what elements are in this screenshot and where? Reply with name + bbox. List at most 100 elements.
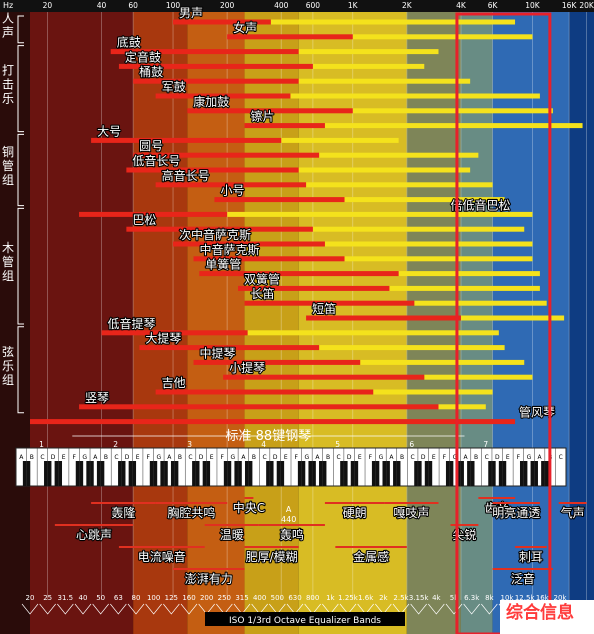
piano-key-letter: A (389, 454, 394, 461)
fundamental-range-bar (187, 108, 353, 114)
characteristic-range (384, 502, 439, 504)
instrument-label: 中音萨克斯 (200, 242, 260, 257)
harmonic-range-bar (306, 182, 493, 188)
harmonic-range-bar (352, 108, 553, 114)
iso-band-label: 20k (554, 594, 568, 602)
harmonic-range-bar (344, 256, 533, 262)
characteristic-range (91, 502, 156, 504)
harmonic-range-bar (414, 300, 547, 306)
characteristic-label: 轰鸣 (280, 527, 304, 542)
fundamental-range-bar (155, 182, 307, 188)
group-bracket (17, 207, 24, 325)
iso-band-label: 50 (96, 594, 105, 602)
harmonic-range-bar (319, 152, 479, 158)
highlight-box (455, 12, 594, 634)
iso-band-label: 1.25k (338, 594, 359, 602)
instrument-label: 低音提琴 (108, 316, 156, 331)
top-tick-label: 4K (456, 1, 467, 10)
harmonic-range-bar (298, 167, 471, 173)
fundamental-range-bar (139, 345, 320, 351)
piano-key-letter: G (527, 454, 532, 461)
fundamental-range-bar (244, 300, 415, 306)
characteristic-range (515, 546, 547, 548)
piano-key-letter: G (82, 454, 87, 461)
top-tick-label: 600 (306, 1, 321, 10)
iso-band-marker (110, 603, 127, 615)
characteristic-range (155, 502, 228, 504)
fundamental-range-bar (110, 49, 299, 55)
piano-title: 标准 88键钢琴 (226, 429, 312, 444)
piano-key-letter: A (315, 454, 320, 461)
instrument-bars: 男声女声底鼓定音鼓桶鼓军鼓康加鼓镲片大号圆号低音长号高音长号小号倍低音巴松巴松次… (30, 5, 583, 425)
instrument-label: 大提琴 (145, 331, 181, 346)
piano-key-letter: C (40, 454, 44, 461)
piano-key-letter: D (273, 454, 278, 461)
iso-band-label: 160 (182, 594, 195, 602)
harmonic-range-bar (352, 34, 533, 40)
iso-band-marker (463, 603, 480, 615)
characteristic-label: 轰隆 (111, 505, 135, 520)
left-margin (0, 0, 30, 634)
instrument-label: 大号 (97, 124, 121, 138)
iso-band-label: 10k (501, 594, 515, 602)
piano-key-letter: E (506, 454, 510, 461)
piano-key-letter: D (347, 454, 352, 461)
piano-key-letter: C (336, 454, 340, 461)
fundamental-range-bar (30, 419, 516, 425)
piano-key-letter: E (62, 454, 66, 461)
iso-band-label: 1.6k (358, 594, 374, 602)
top-tick-label: 20K (579, 1, 594, 10)
iso-band-label: 63 (114, 594, 123, 602)
instrument-label: 单簧管 (205, 257, 241, 272)
iso-band-label: 1k (326, 594, 335, 602)
band-rect (187, 12, 245, 634)
characteristic-label: 澎湃有力 (185, 572, 233, 586)
piano-key-letter: C (114, 454, 118, 461)
instrument-label: 男声 (179, 6, 203, 20)
harmonic-range-bar (324, 241, 533, 247)
top-tick-label: 16K (562, 1, 578, 10)
iso-band-label: 800 (306, 594, 319, 602)
group-label: 打击乐 (2, 64, 14, 106)
characteristic-range (324, 502, 385, 504)
iso-band-label: 315 (235, 594, 248, 602)
iso-band-label: 2.5k (393, 594, 409, 602)
fundamental-range-bar (133, 152, 320, 158)
harmonic-range-bar (424, 374, 533, 380)
fundamental-range-bar (155, 389, 374, 395)
top-tick-label: 60 (128, 1, 138, 10)
iso-band-label: 400 (253, 594, 266, 602)
iso-band-axis: 20 25 31.5 40 50 63 80 100 125 160 200 250 315 400 500… (21, 594, 569, 626)
characteristic-label: 肥厚/模糊 (246, 549, 298, 564)
piano-key-letter: A (93, 454, 98, 461)
band-rect (30, 12, 134, 634)
harmonic-range-bar (344, 197, 505, 203)
characteristic-range (244, 497, 254, 499)
characteristic-label: 硬朗 (343, 506, 367, 520)
iso-band-marker (481, 603, 498, 615)
band-rect (569, 12, 594, 634)
watermark-text: 综合信息 (506, 602, 574, 623)
instrument-label: 小号 (220, 184, 244, 198)
piano-key-letter: A (241, 454, 246, 461)
piano-key-letter: G (156, 454, 161, 461)
group-label: 弦乐组 (2, 344, 14, 387)
characteristic-range (173, 568, 245, 570)
iso-band-label: 25 (43, 594, 52, 602)
top-tick-label: 10K (525, 1, 541, 10)
harmonic-range-bar (373, 389, 493, 395)
piano-key-letter: D (125, 454, 130, 461)
characteristic-range (258, 524, 325, 526)
piano-key-letter: B (400, 454, 404, 461)
band-rect (133, 12, 188, 634)
harmonic-range-bar (290, 93, 540, 99)
group-label: 木管组 (2, 241, 14, 283)
iso-band-marker (39, 603, 56, 615)
piano-key-letter: A (538, 454, 543, 461)
characteristic-range (204, 524, 259, 526)
iso-band-marker (428, 603, 445, 615)
harmonic-range-bar (319, 345, 505, 351)
